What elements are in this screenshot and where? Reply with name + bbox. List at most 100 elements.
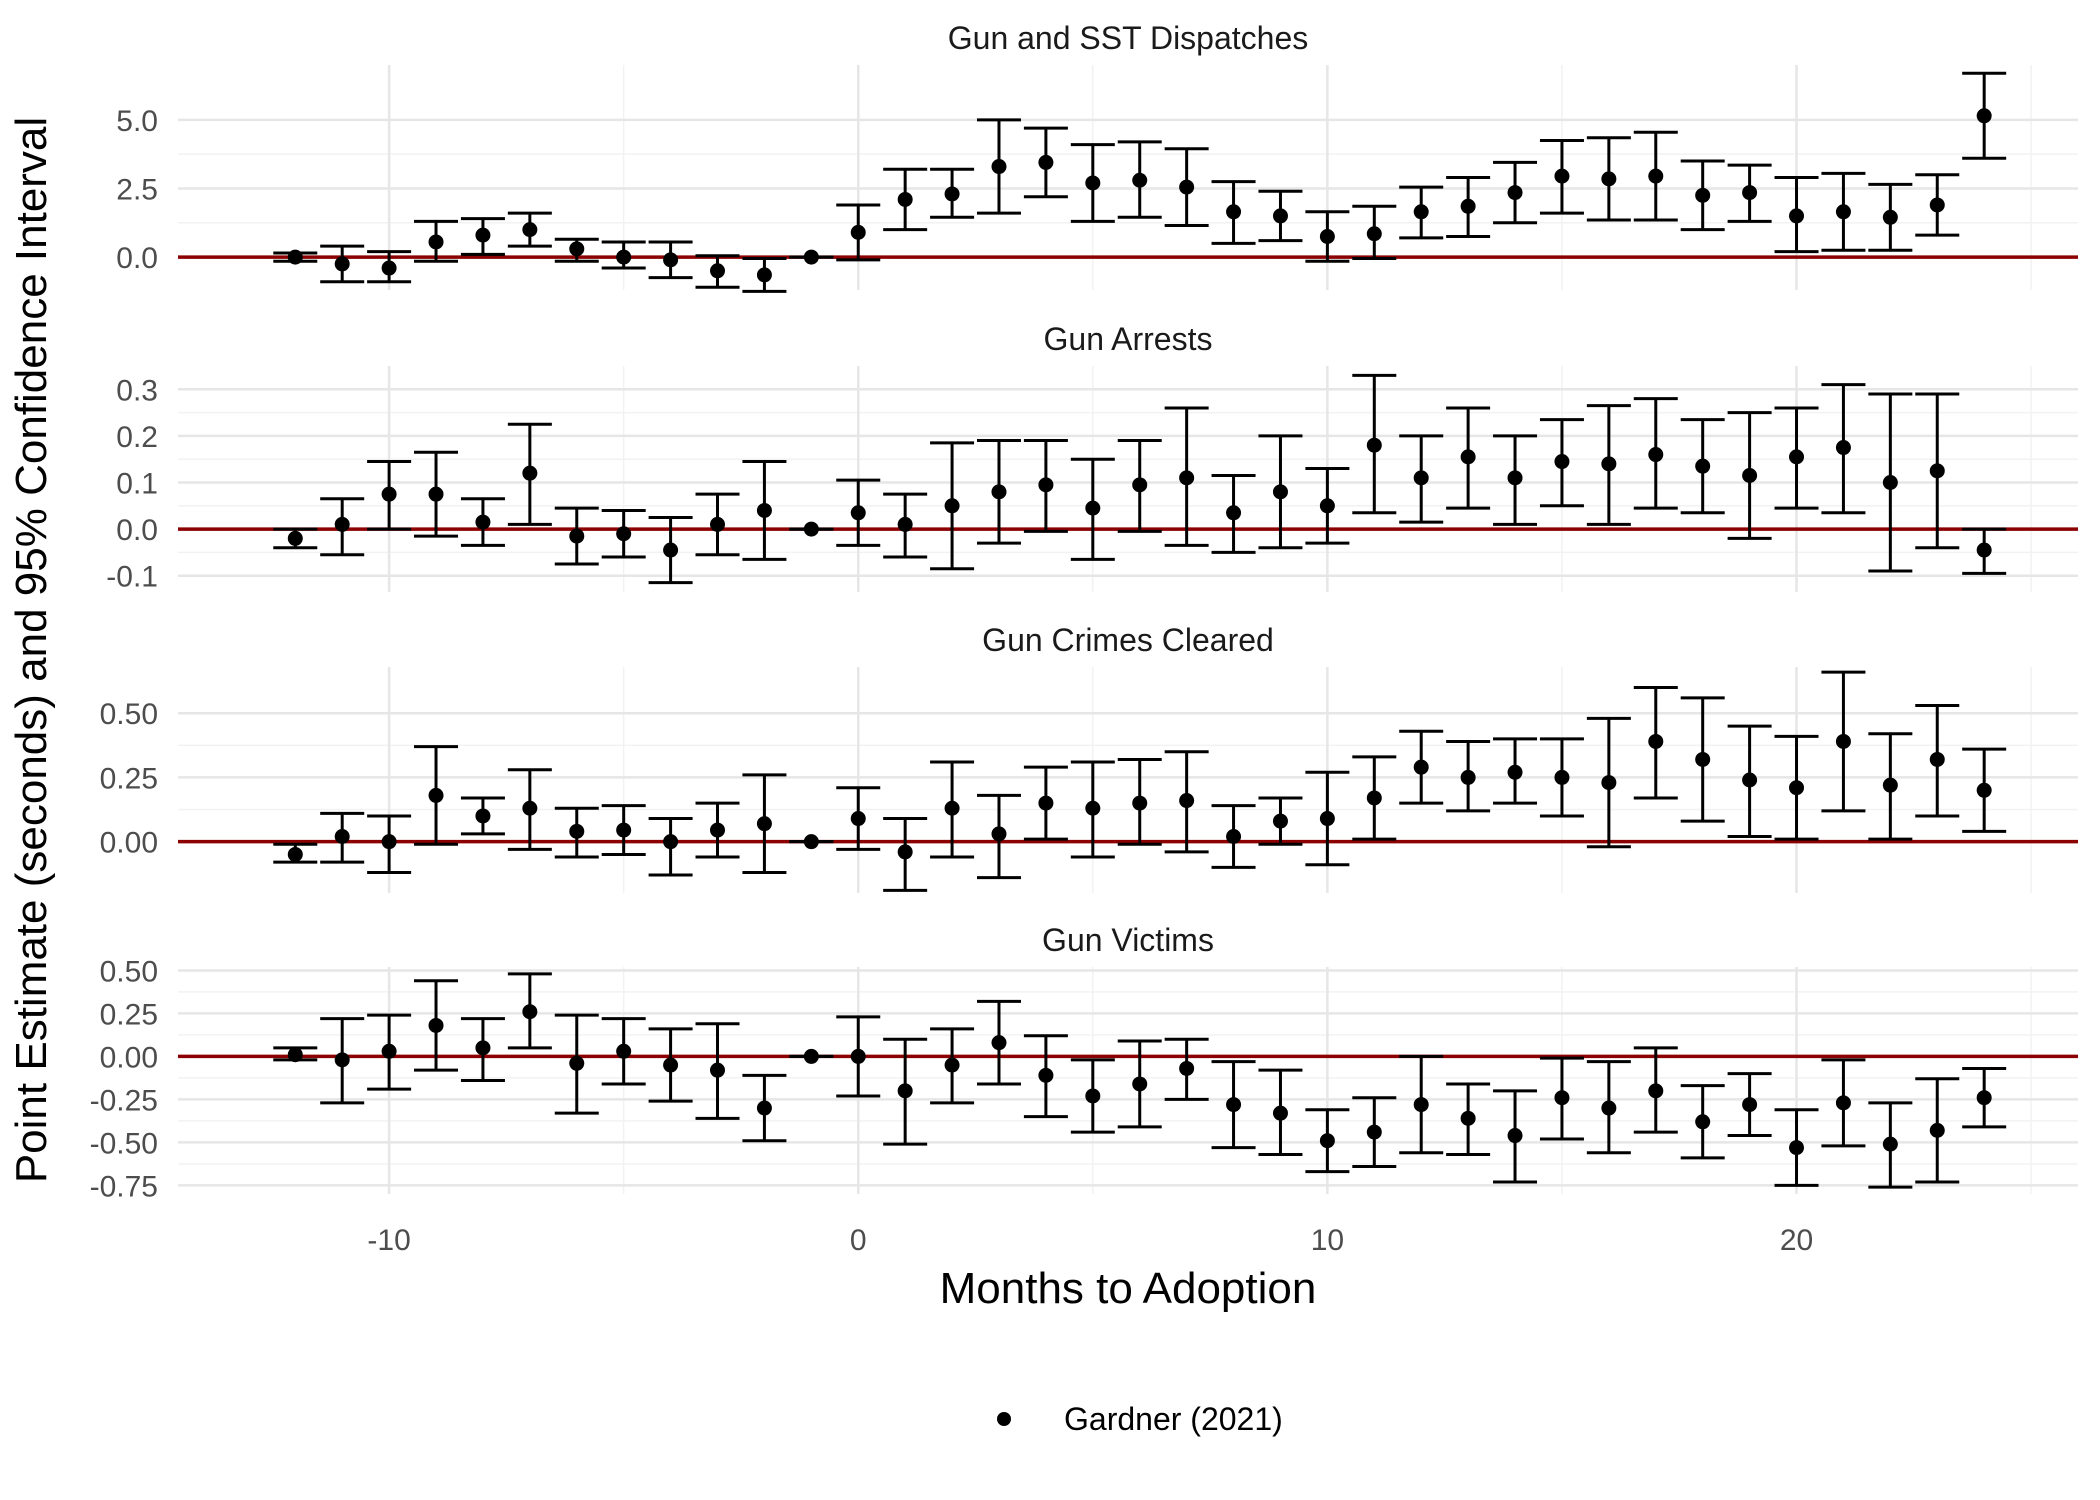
point-estimate — [1554, 168, 1570, 184]
point-estimate — [1648, 168, 1664, 184]
point-estimate — [1835, 1095, 1851, 1111]
point-estimate — [428, 1017, 444, 1033]
point-estimate — [1601, 1100, 1617, 1116]
point-estimate — [1601, 456, 1617, 472]
point-estimate — [381, 486, 397, 502]
point-estimate — [1460, 1110, 1476, 1126]
point-estimate — [1085, 175, 1101, 191]
point-estimate — [334, 256, 350, 272]
point-estimate — [1366, 226, 1382, 242]
point-estimate — [1460, 449, 1476, 465]
point-estimate — [1835, 204, 1851, 220]
point-estimate — [1460, 769, 1476, 785]
point-estimate — [1507, 764, 1523, 780]
point-estimate — [428, 486, 444, 502]
point-estimate — [663, 542, 679, 558]
point-estimate — [1272, 208, 1288, 224]
point-estimate — [381, 1043, 397, 1059]
point-estimate — [1976, 1090, 1992, 1106]
point-estimate — [1789, 449, 1805, 465]
point-estimate — [1742, 772, 1758, 788]
point-estimate — [944, 498, 960, 514]
point-estimate — [334, 516, 350, 532]
y-tick-label: 0.0 — [116, 514, 158, 547]
point-estimate — [803, 521, 819, 537]
point-estimate — [1179, 793, 1195, 809]
point-estimate — [944, 186, 960, 202]
y-tick-label: -0.50 — [90, 1127, 158, 1160]
panel-title: Gun Crimes Cleared — [982, 622, 1274, 658]
point-estimate — [381, 834, 397, 850]
point-estimate — [756, 267, 772, 283]
x-tick-label: -10 — [367, 1224, 410, 1257]
point-estimate — [522, 800, 538, 816]
point-estimate — [475, 227, 491, 243]
point-estimate — [1038, 154, 1054, 170]
point-estimate — [1695, 1114, 1711, 1130]
point-estimate — [1835, 733, 1851, 749]
point-estimate — [1976, 108, 1992, 124]
y-tick-label: 0.3 — [116, 374, 158, 407]
point-estimate — [1601, 775, 1617, 791]
point-estimate — [287, 1047, 303, 1063]
point-estimate — [944, 800, 960, 816]
point-estimate — [803, 249, 819, 265]
panel-title: Gun and SST Dispatches — [948, 20, 1309, 56]
point-estimate — [663, 1057, 679, 1073]
point-estimate — [944, 1057, 960, 1073]
point-estimate — [1319, 811, 1335, 827]
point-estimate — [1132, 477, 1148, 493]
point-estimate — [1554, 1090, 1570, 1106]
point-estimate — [803, 834, 819, 850]
legend: Gardner (2021) — [997, 1401, 1283, 1437]
point-estimate — [1272, 813, 1288, 829]
point-estimate — [1695, 458, 1711, 474]
x-axis-title: Months to Adoption — [940, 1264, 1317, 1313]
point-estimate — [1132, 795, 1148, 811]
point-estimate — [1272, 1105, 1288, 1121]
point-estimate — [569, 241, 585, 257]
point-estimate — [897, 1083, 913, 1099]
point-estimate — [1132, 1076, 1148, 1092]
point-estimate — [1413, 1097, 1429, 1113]
point-estimate — [1554, 769, 1570, 785]
point-estimate — [428, 787, 444, 803]
point-estimate — [756, 502, 772, 518]
point-estimate — [334, 829, 350, 844]
point-estimate — [1835, 440, 1851, 456]
point-estimate — [1319, 228, 1335, 244]
point-estimate — [1929, 463, 1945, 479]
point-estimate — [991, 826, 1007, 842]
y-axis-title: Point Estimate (seconds) and 95% Confide… — [7, 117, 56, 1183]
point-estimate — [1038, 1067, 1054, 1083]
point-estimate — [522, 222, 538, 238]
point-estimate — [1929, 1122, 1945, 1138]
point-estimate — [1507, 470, 1523, 486]
point-estimate — [1882, 777, 1898, 793]
x-tick-label: 10 — [1311, 1224, 1344, 1257]
point-estimate — [1179, 179, 1195, 195]
point-estimate — [1648, 1083, 1664, 1099]
panel: Gun Victims -0.75 -0.50 -0.25 0.00 0.25 0.50 — [90, 922, 2078, 1203]
y-tick-label: -0.1 — [106, 561, 158, 594]
point-estimate — [850, 505, 866, 521]
y-tick-label: 2.5 — [116, 173, 158, 206]
point-estimate — [991, 159, 1007, 175]
legend-marker — [997, 1412, 1011, 1426]
y-tick-label: -0.25 — [90, 1084, 158, 1117]
point-estimate — [1648, 733, 1664, 749]
point-estimate — [1132, 172, 1148, 188]
y-tick-label: 0.25 — [100, 998, 158, 1031]
point-estimate — [522, 1004, 538, 1020]
y-tick-label: 0.00 — [100, 827, 158, 860]
point-estimate — [522, 465, 538, 481]
point-estimate — [850, 811, 866, 827]
point-estimate — [1319, 498, 1335, 514]
point-estimate — [710, 263, 726, 279]
point-estimate — [991, 484, 1007, 500]
point-estimate — [1929, 197, 1945, 213]
point-estimate — [1601, 171, 1617, 187]
point-estimate — [897, 516, 913, 532]
y-tick-label: 0.1 — [116, 467, 158, 500]
